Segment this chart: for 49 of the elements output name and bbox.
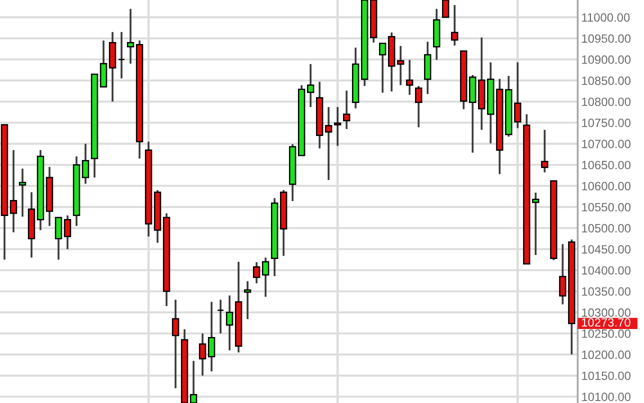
text: 10273.70 xyxy=(582,318,630,327)
y-tick-label: 10100.00 xyxy=(582,392,631,402)
y-tick-label: 10500.00 xyxy=(582,224,631,233)
candlestick xyxy=(442,0,450,18)
y-tick-label: 10850.00 xyxy=(582,76,631,85)
candlestick xyxy=(451,4,458,46)
candlestick xyxy=(64,214,72,250)
candlestick xyxy=(172,298,180,390)
y-tick-label: 10450.00 xyxy=(582,245,631,254)
candlestick xyxy=(190,360,198,403)
candlestick xyxy=(415,85,422,128)
y-tick-label: 10750.00 xyxy=(582,118,631,128)
candlestick xyxy=(325,106,332,181)
y-tick-label: 10900.00 xyxy=(582,55,631,64)
y-tick-label: 10200.00 xyxy=(582,350,631,359)
candlestick xyxy=(226,294,234,352)
candlestick xyxy=(244,280,252,320)
candlestick xyxy=(118,31,126,80)
candlestick xyxy=(343,90,350,130)
y-tick-label: 10300.00 xyxy=(582,308,631,317)
candlestick xyxy=(541,128,548,174)
candlestick xyxy=(262,256,270,298)
candlestick xyxy=(54,216,62,261)
y-tick-label: 10400.00 xyxy=(582,266,631,275)
candlestick xyxy=(126,8,134,65)
y-tick-label: 10550.00 xyxy=(582,202,631,212)
candlestick xyxy=(306,63,314,108)
y-tick-label: 10650.00 xyxy=(582,160,631,170)
candlestick xyxy=(18,168,26,218)
candlestick xyxy=(379,42,386,94)
y-tick-label: 10600.00 xyxy=(582,182,631,190)
y-tick-label: 11000.00 xyxy=(582,13,630,22)
candlestick xyxy=(10,149,18,234)
y-tick-label: 10350.00 xyxy=(582,287,631,296)
candlestick xyxy=(252,261,260,284)
y-tick-label: 10250.00 xyxy=(582,329,631,338)
candlestick xyxy=(397,45,404,86)
y-tick-label: 10700.00 xyxy=(582,140,631,148)
candlestick xyxy=(216,298,224,334)
candlestick xyxy=(82,142,90,185)
candlestick xyxy=(406,58,414,96)
candlestick xyxy=(208,300,216,372)
candlestick xyxy=(100,40,108,88)
candlestick xyxy=(198,332,206,377)
candlestick xyxy=(514,61,522,130)
y-tick-label: 10150.00 xyxy=(582,372,631,380)
y-tick-label: 10950.00 xyxy=(582,34,631,43)
candlestick xyxy=(334,106,342,147)
y-tick-label: 10800.00 xyxy=(582,98,631,106)
